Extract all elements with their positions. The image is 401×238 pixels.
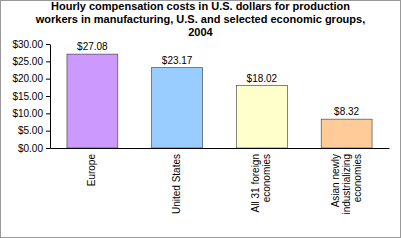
- tick-label: $5.00: [18, 125, 43, 136]
- chart-border: [1, 1, 401, 238]
- bar: [152, 68, 203, 148]
- data-labels: $27.08 $23.17 $18.02 $8.32: [77, 41, 359, 117]
- bar: [67, 54, 118, 148]
- tick: $20.00: [12, 73, 50, 84]
- tick-label: $20.00: [12, 73, 43, 84]
- data-label: $23.17: [162, 55, 193, 66]
- tick-label: Asian newlyindustrializingeconomies: [329, 154, 362, 215]
- tick-label: $25.00: [12, 56, 43, 67]
- tick-label: $15.00: [12, 91, 43, 102]
- y-axis: $0.00 $5.00 $10.00 $15.00 $20.00 $25.00 $30.00: [12, 39, 50, 154]
- tick: $30.00: [12, 39, 50, 50]
- axis-line: [50, 45, 51, 149]
- tick-mark: [46, 61, 50, 62]
- x-axis: EuropeUnited StatesAll 31 foreigneconomi…: [51, 149, 390, 215]
- data-label: $8.32: [334, 106, 359, 117]
- text-line: United States: [171, 154, 182, 214]
- bar: [321, 119, 372, 148]
- data-label: $27.08: [77, 41, 108, 52]
- data-label: $18.02: [247, 73, 278, 84]
- bar: [236, 86, 287, 148]
- tick-label: $30.00: [12, 39, 43, 50]
- tick-label: United States: [171, 154, 182, 214]
- axis-line: [51, 148, 390, 149]
- tick: Europe: [86, 154, 97, 187]
- text-line: All 31 foreign: [250, 154, 261, 212]
- text-line: Europe: [86, 154, 97, 187]
- tick: $15.00: [12, 91, 50, 102]
- text-line: 2004: [188, 26, 213, 38]
- tick-mark: [46, 148, 50, 149]
- text-line: economies: [261, 154, 272, 202]
- tick-mark: [46, 79, 50, 80]
- bars: [67, 54, 372, 148]
- tick: $5.00: [18, 125, 50, 136]
- chart-title: Hourly compensation costs in U.S. dollar…: [35, 0, 365, 38]
- tick: United States: [171, 154, 182, 214]
- tick-mark: [46, 113, 50, 114]
- text-line: Asian newly: [329, 154, 340, 207]
- tick: $25.00: [12, 56, 50, 67]
- tick-mark: [46, 96, 50, 97]
- tick-mark: [46, 131, 50, 132]
- tick-label: $10.00: [12, 108, 43, 119]
- tick-label: $0.00: [18, 143, 43, 154]
- text-line: economies: [351, 154, 362, 202]
- tick-label: Europe: [86, 154, 97, 187]
- text-line: workers in manufacturing, U.S. and selec…: [35, 13, 365, 25]
- tick: $0.00: [18, 143, 50, 154]
- tick: Asian newlyindustrializingeconomies: [329, 154, 362, 215]
- text-line: industrializing: [340, 154, 351, 215]
- text-line: Hourly compensation costs in U.S. dollar…: [51, 0, 350, 12]
- tick-mark: [46, 44, 50, 45]
- tick: $10.00: [12, 108, 50, 119]
- chart: Hourly compensation costs in U.S. dollar…: [0, 0, 401, 238]
- tick: All 31 foreigneconomies: [250, 154, 272, 212]
- plot: $0.00 $5.00 $10.00 $15.00 $20.00 $25.00 $30.00…: [12, 39, 389, 215]
- tick-label: All 31 foreigneconomies: [250, 154, 272, 212]
